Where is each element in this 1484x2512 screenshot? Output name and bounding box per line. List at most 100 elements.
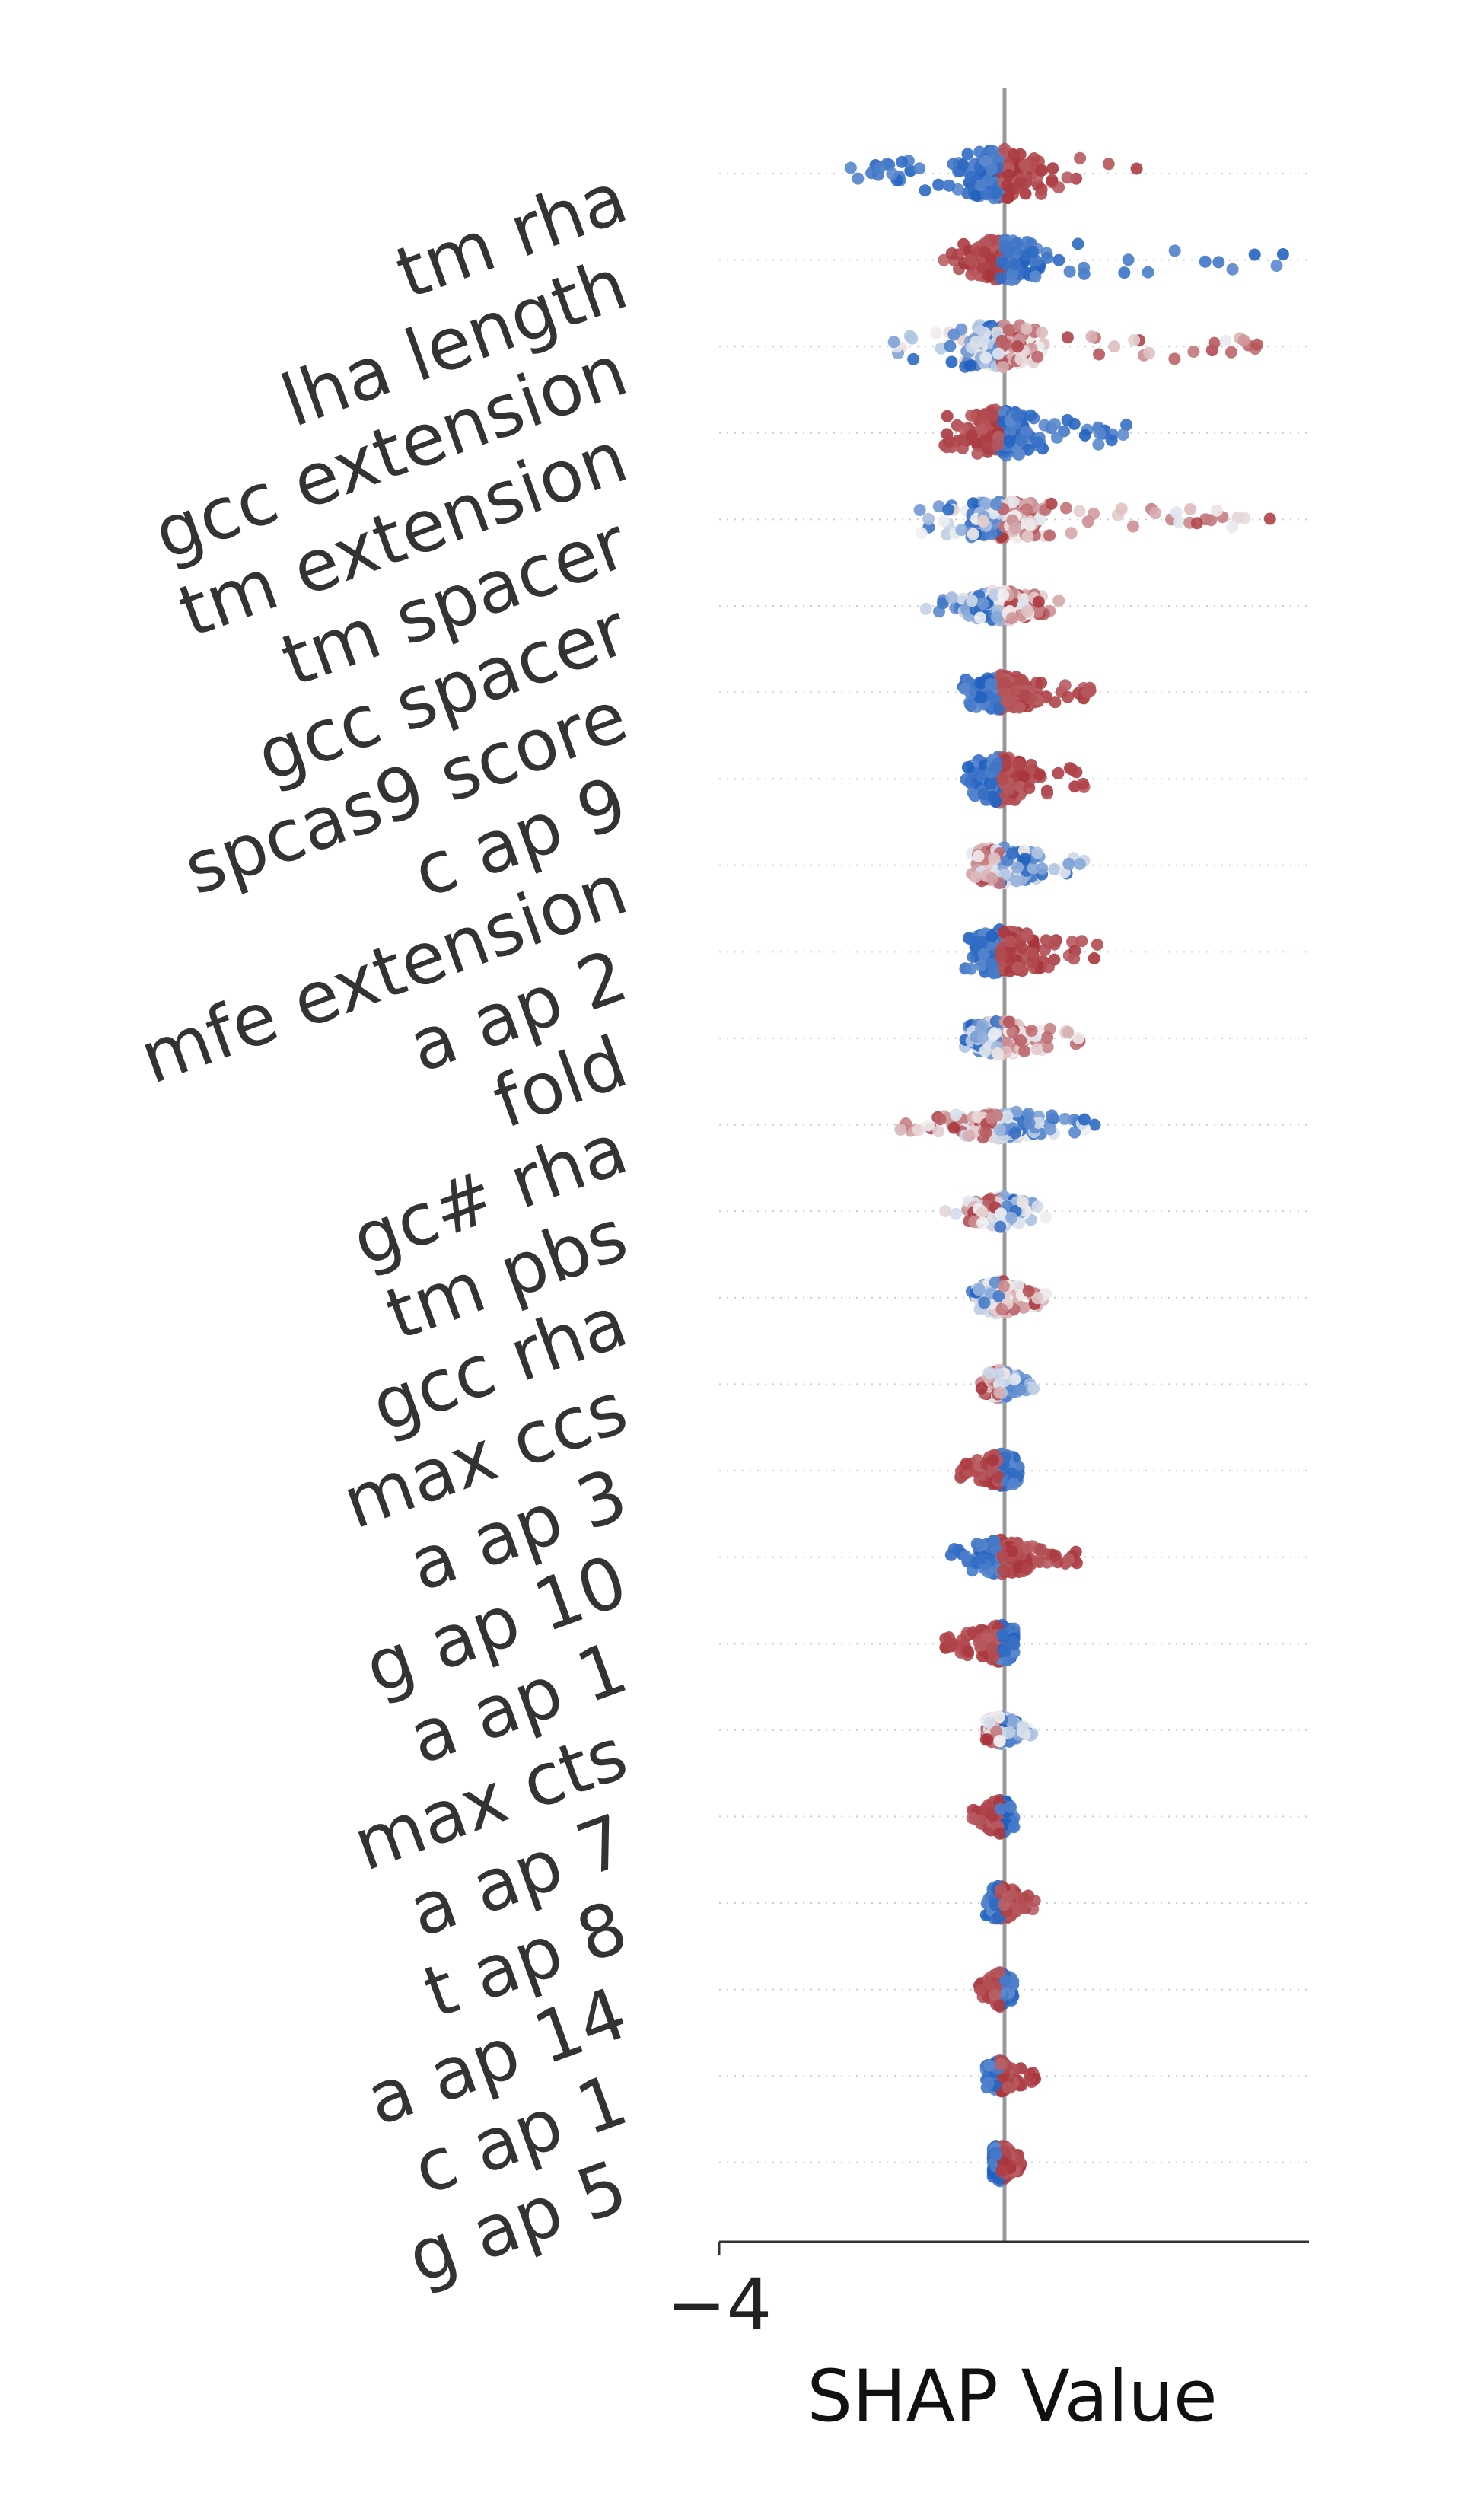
shap-point bbox=[970, 189, 983, 202]
shap-point bbox=[1026, 956, 1039, 969]
shap-point bbox=[932, 1125, 945, 1138]
shap-point bbox=[947, 1121, 960, 1134]
shap-point bbox=[981, 1733, 994, 1746]
shap-point bbox=[975, 1639, 988, 1652]
shap-point bbox=[975, 1382, 988, 1395]
shap-point bbox=[1022, 1285, 1035, 1297]
shap-point bbox=[994, 2058, 1007, 2070]
shap-point bbox=[1005, 952, 1017, 965]
shap-point bbox=[986, 872, 998, 885]
shap-point bbox=[1023, 1117, 1036, 1130]
shap-point bbox=[976, 1539, 989, 1552]
shap-point bbox=[1168, 244, 1181, 257]
shap-point bbox=[1038, 944, 1051, 956]
shap-point bbox=[1046, 174, 1059, 186]
shap-point bbox=[1016, 942, 1029, 955]
shap-point bbox=[1168, 352, 1181, 365]
shap-point bbox=[1014, 1383, 1027, 1396]
shap-point bbox=[1048, 938, 1061, 951]
shap-point bbox=[1061, 171, 1074, 184]
shap-point bbox=[999, 338, 1012, 350]
shap-point bbox=[1062, 857, 1075, 870]
shap-point bbox=[1085, 330, 1098, 343]
shap-point bbox=[989, 2148, 1002, 2161]
shap-point bbox=[979, 1044, 992, 1057]
shap-point bbox=[1018, 689, 1031, 702]
shap-point bbox=[975, 959, 988, 972]
shap-point bbox=[987, 1028, 1000, 1041]
shap-point bbox=[1023, 782, 1036, 795]
shap-point bbox=[1010, 875, 1023, 888]
shap-point bbox=[980, 188, 993, 201]
shap-point bbox=[1049, 418, 1061, 431]
shap-point bbox=[1059, 679, 1072, 692]
beeswarm-points bbox=[844, 142, 1289, 2188]
shap-point bbox=[1250, 338, 1263, 351]
shap-point bbox=[1011, 758, 1024, 770]
shap-point bbox=[1020, 425, 1033, 438]
shap-point bbox=[1072, 1032, 1085, 1044]
shap-point bbox=[984, 677, 997, 690]
shap-point bbox=[987, 145, 1000, 158]
shap-point bbox=[978, 1296, 991, 1309]
shap-point bbox=[955, 524, 968, 537]
shap-point bbox=[991, 438, 1004, 451]
shap-point bbox=[1078, 261, 1091, 274]
shap-point bbox=[844, 161, 857, 174]
shap-point bbox=[978, 245, 991, 258]
shap-point bbox=[995, 1303, 1008, 1316]
shap-point bbox=[1093, 348, 1106, 361]
shap-point bbox=[1065, 527, 1078, 540]
shap-point bbox=[996, 256, 1009, 269]
shap-point bbox=[994, 1124, 1007, 1136]
shap-point bbox=[886, 167, 899, 180]
shap-point bbox=[932, 178, 945, 191]
shap-point bbox=[992, 347, 1005, 360]
shap-point bbox=[995, 2164, 1008, 2177]
shap-point bbox=[1011, 340, 1024, 353]
shap-point bbox=[1027, 1382, 1040, 1395]
shap-point bbox=[1022, 1889, 1035, 1902]
shap-point bbox=[912, 1124, 925, 1136]
shap-point bbox=[998, 1280, 1010, 1293]
shap-point bbox=[991, 1470, 1004, 1483]
shap-point bbox=[1020, 1562, 1033, 1575]
shap-point bbox=[1007, 496, 1020, 508]
shap-point bbox=[1043, 529, 1056, 542]
shap-point bbox=[1011, 961, 1024, 974]
shap-point bbox=[1049, 696, 1062, 709]
shap-point bbox=[913, 162, 926, 175]
shap-point bbox=[934, 1113, 947, 1126]
shap-point bbox=[1011, 410, 1024, 422]
shap-point bbox=[961, 148, 974, 161]
shap-point bbox=[947, 1543, 960, 1556]
shap-point bbox=[1024, 518, 1037, 531]
shap-point bbox=[996, 1628, 1009, 1641]
shap-point bbox=[1027, 862, 1040, 875]
shap-point bbox=[1072, 237, 1084, 250]
shap-point bbox=[966, 595, 979, 607]
shap-point bbox=[1011, 1279, 1024, 1292]
shap-point bbox=[1187, 346, 1200, 358]
shap-point bbox=[965, 409, 978, 422]
shap-point bbox=[986, 1454, 999, 1467]
shap-point bbox=[970, 870, 982, 883]
shap-point bbox=[999, 1975, 1012, 1988]
shap-point bbox=[1002, 1015, 1015, 1028]
shap-point bbox=[896, 155, 909, 168]
x-tick-label: −4 bbox=[667, 2264, 772, 2347]
shap-point bbox=[919, 184, 931, 197]
shap-point bbox=[997, 1564, 1010, 1577]
shap-point bbox=[1052, 767, 1065, 779]
shap-point bbox=[1033, 513, 1046, 526]
shap-point bbox=[1001, 180, 1014, 192]
shap-point bbox=[973, 1284, 986, 1297]
shap-point bbox=[976, 1031, 989, 1044]
shap-point bbox=[1014, 673, 1027, 686]
shap-point bbox=[982, 1978, 995, 1991]
shap-point bbox=[964, 698, 976, 711]
shap-point bbox=[1024, 2074, 1037, 2087]
shap-point bbox=[986, 776, 998, 789]
shap-point bbox=[976, 423, 989, 436]
shap-point bbox=[1034, 1543, 1047, 1556]
